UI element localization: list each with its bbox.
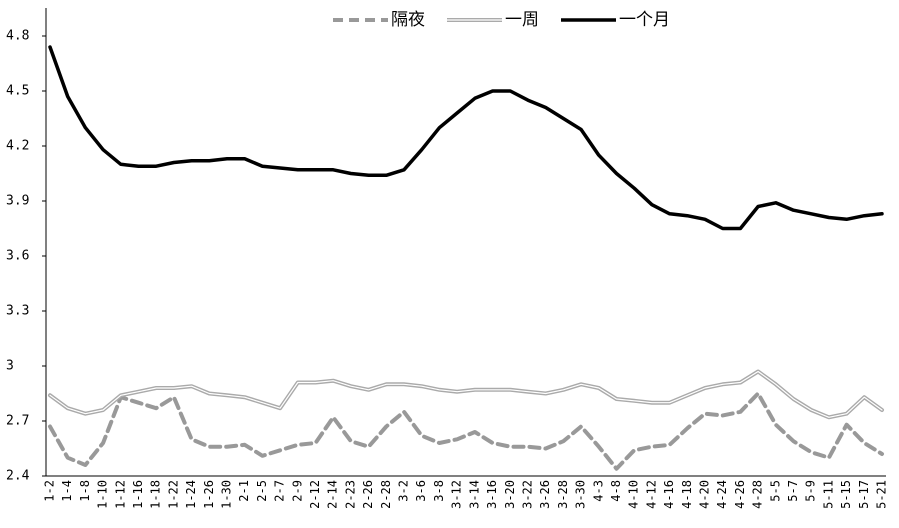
x-tick-label: 1-4 [60,480,74,502]
x-tick-label: 4-20 [697,480,711,509]
x-tick-label: 4-26 [733,480,747,509]
x-tick-label: 2-1 [237,480,251,502]
y-tick-label: 2.4 [6,469,30,484]
legend-label: 一个月 [619,10,670,30]
x-tick-label: 3-28 [556,480,570,509]
x-tick-label: 4-8 [609,480,623,502]
x-tick-label: 2-14 [326,480,340,509]
x-tick-label: 3-16 [485,480,499,509]
x-tick-label: 4-18 [680,480,694,509]
series-line [48,391,884,471]
x-tick-label: 3-22 [520,480,534,509]
x-tick-label: 5-7 [786,480,800,502]
y-tick-label: 3 [6,359,14,374]
x-tick-label: 5-21 [875,480,889,509]
x-tick-label: 1-10 [96,480,110,509]
x-tick-label: 3-26 [538,480,552,509]
x-tick-label: 4-16 [662,480,676,509]
x-tick-label: 3-14 [467,480,481,509]
y-tick-label: 3.3 [6,304,29,319]
x-tick-label: 1-2 [43,480,57,502]
x-tick-label: 3-8 [432,480,446,502]
y-tick-label: 3.6 [6,249,29,264]
x-tick-label: 1-30 [220,480,234,509]
x-tick-label: 1-22 [166,480,180,509]
x-tick-label: 1-26 [202,480,216,509]
x-tick-label: 5-5 [768,480,782,502]
y-tick-label: 4.5 [6,84,29,99]
x-tick-label: 1-18 [149,480,163,509]
y-tick-label: 4.8 [6,29,29,44]
x-tick-label: 4-10 [627,480,641,509]
series-line [48,45,884,231]
x-tick-label: 2-26 [361,480,375,509]
x-tick-label: 2-5 [255,480,269,502]
x-tick-label: 3-2 [397,480,411,502]
x-tick-label: 5-17 [857,480,871,509]
x-tick-label: 2-23 [343,480,357,509]
x-tick-label: 5-15 [839,480,853,509]
y-tick-label: 2.7 [6,414,29,429]
x-tick-label: 1-16 [131,480,145,509]
x-tick-label: 4-24 [715,480,729,509]
x-tick-label: 3-20 [503,480,517,509]
y-tick-label: 4.2 [6,139,29,154]
x-tick-label: 1-24 [184,480,198,509]
x-tick-label: 5-9 [804,480,818,502]
x-tick-label: 1-12 [113,480,127,509]
x-tick-label: 3-30 [574,480,588,509]
legend-label: 一周 [505,10,539,30]
x-tick-label: 2-28 [379,480,393,509]
y-tick-label: 3.9 [6,194,29,209]
x-tick-label: 3-6 [414,480,428,502]
x-tick-label: 4-3 [591,480,605,502]
legend-label: 隔夜 [391,10,425,30]
x-tick-label: 2-7 [273,480,287,502]
x-tick-label: 1-8 [78,480,92,502]
x-tick-label: 2-9 [290,480,304,502]
x-tick-label: 5-11 [821,480,835,509]
x-tick-label: 2-12 [308,480,322,509]
x-tick-label: 4-28 [751,480,765,509]
series-line-inner [49,370,883,418]
x-tick-label: 4-12 [644,480,658,509]
x-tick-label: 3-12 [450,480,464,509]
